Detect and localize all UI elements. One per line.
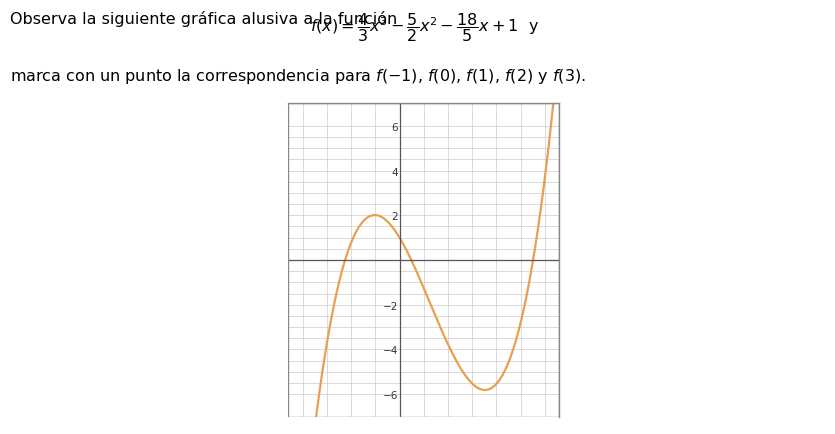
Text: marca con un punto la correspondencia para $f(-1)$, $f(0)$, $f(1)$, $f(2)$ y $f(: marca con un punto la correspondencia pa… bbox=[10, 67, 586, 86]
Text: Observa la siguiente gráfica alusiva a la función: Observa la siguiente gráfica alusiva a l… bbox=[10, 11, 407, 27]
Text: $f(x)=\dfrac{4}{3}x^3-\dfrac{5}{2}x^2-\dfrac{18}{5}x+1$  y: $f(x)=\dfrac{4}{3}x^3-\dfrac{5}{2}x^2-\d… bbox=[10, 11, 539, 44]
